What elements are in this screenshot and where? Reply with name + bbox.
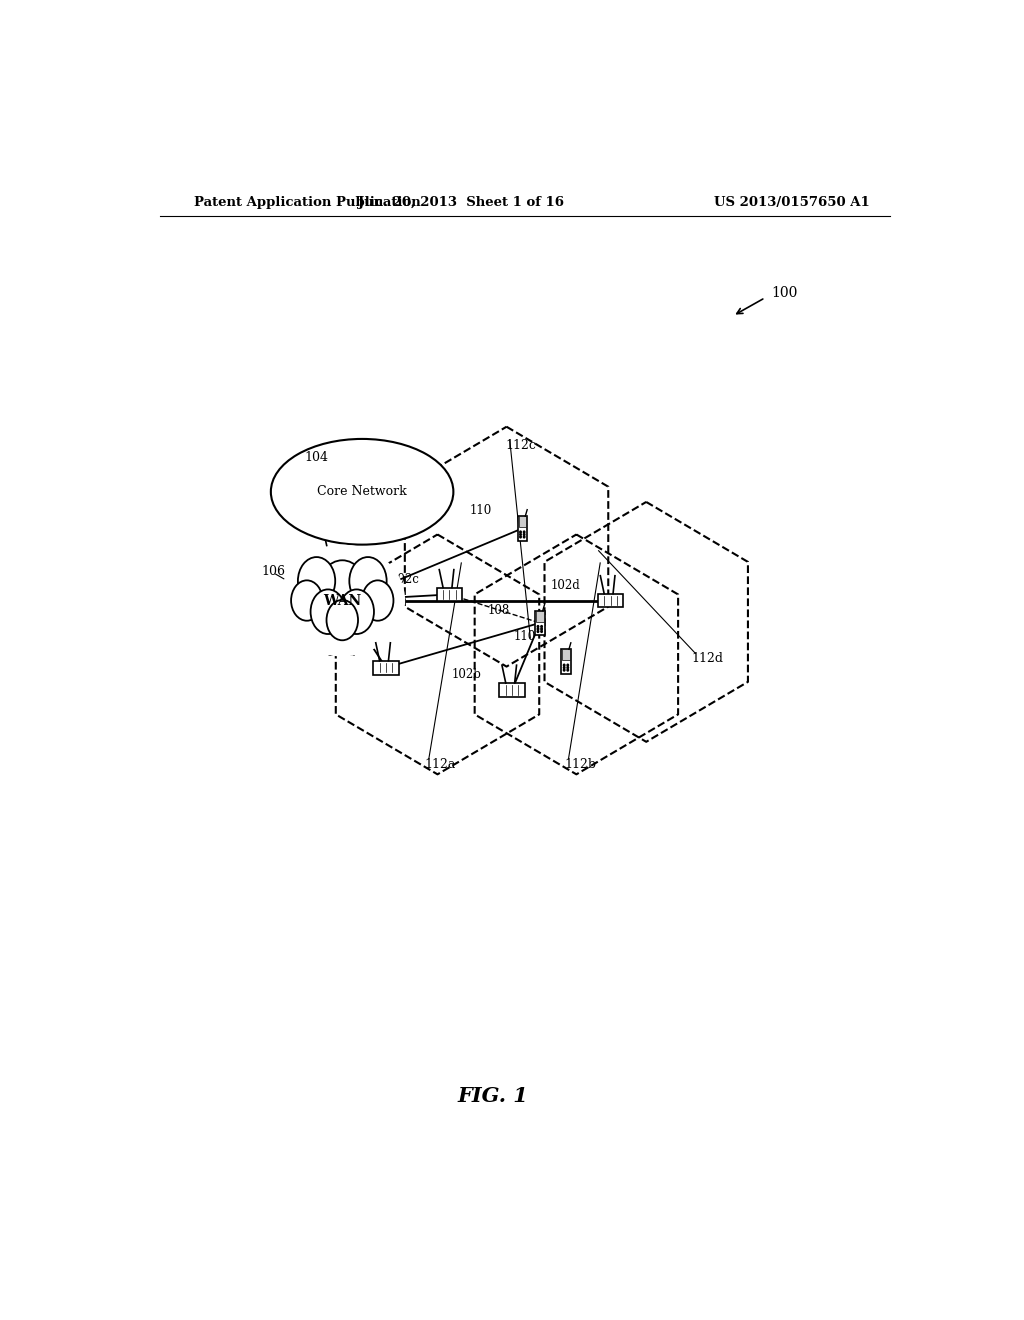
Circle shape [563, 664, 565, 667]
Circle shape [327, 599, 358, 640]
Text: 112d: 112d [691, 652, 723, 665]
Text: Jun. 20, 2013  Sheet 1 of 16: Jun. 20, 2013 Sheet 1 of 16 [358, 195, 564, 209]
Circle shape [567, 669, 568, 671]
Circle shape [523, 533, 525, 536]
Bar [373, 661, 398, 675]
Circle shape [541, 626, 543, 627]
Text: 102d: 102d [551, 578, 581, 591]
Text: 100: 100 [771, 285, 798, 300]
Circle shape [520, 536, 521, 537]
Text: FIG. 1: FIG. 1 [458, 1085, 528, 1106]
Text: 106: 106 [261, 565, 286, 578]
Text: WAN: WAN [324, 594, 361, 607]
Circle shape [349, 557, 387, 605]
Bar [500, 682, 524, 697]
Text: 102b: 102b [452, 668, 482, 681]
Text: 108: 108 [487, 605, 510, 618]
Text: 112b: 112b [564, 758, 596, 771]
Circle shape [567, 664, 568, 667]
Circle shape [291, 581, 323, 620]
Circle shape [567, 667, 568, 669]
Text: 112a: 112a [425, 758, 456, 771]
Bar [562, 649, 570, 660]
Bar [536, 611, 545, 635]
Circle shape [361, 581, 393, 620]
Bar [598, 594, 624, 607]
Circle shape [538, 628, 539, 630]
Bar [436, 587, 462, 602]
Circle shape [310, 590, 345, 634]
Bar [518, 516, 526, 527]
Text: 102a: 102a [327, 645, 355, 659]
Circle shape [523, 536, 525, 537]
Circle shape [541, 631, 543, 632]
Text: US 2013/0157650 A1: US 2013/0157650 A1 [715, 195, 870, 209]
Circle shape [523, 531, 525, 533]
Bar [518, 516, 527, 541]
Bar [537, 611, 544, 622]
Text: 104: 104 [304, 450, 328, 463]
Circle shape [298, 557, 335, 605]
Text: 110: 110 [514, 630, 536, 643]
Circle shape [317, 560, 368, 624]
Circle shape [563, 667, 565, 669]
Text: Core Network: Core Network [317, 486, 407, 498]
Circle shape [563, 669, 565, 671]
Circle shape [538, 631, 539, 632]
Circle shape [538, 626, 539, 627]
Circle shape [541, 628, 543, 630]
Text: 112c: 112c [506, 438, 537, 451]
Ellipse shape [270, 440, 454, 545]
Circle shape [520, 533, 521, 536]
Circle shape [520, 531, 521, 533]
Bar [561, 649, 570, 673]
Text: Patent Application Publication: Patent Application Publication [194, 195, 421, 209]
Text: 102c: 102c [390, 573, 419, 586]
Ellipse shape [280, 545, 406, 656]
Circle shape [339, 590, 374, 634]
Text: 110: 110 [470, 503, 493, 516]
